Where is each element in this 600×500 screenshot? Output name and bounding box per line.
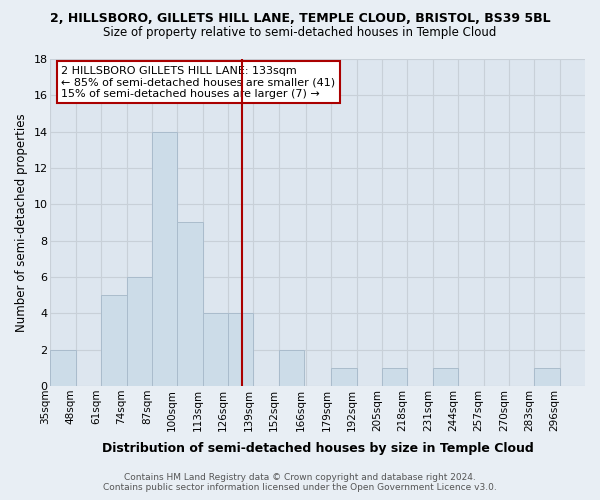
Bar [534, 368, 560, 386]
Bar [228, 314, 253, 386]
Bar [127, 277, 152, 386]
Bar [101, 295, 127, 386]
Bar [50, 350, 76, 386]
Bar [203, 314, 228, 386]
Bar [331, 368, 357, 386]
Y-axis label: Number of semi-detached properties: Number of semi-detached properties [15, 113, 28, 332]
Bar [382, 368, 407, 386]
Text: 2 HILLSBORO GILLETS HILL LANE: 133sqm
← 85% of semi-detached houses are smaller : 2 HILLSBORO GILLETS HILL LANE: 133sqm ← … [61, 66, 335, 98]
Text: Size of property relative to semi-detached houses in Temple Cloud: Size of property relative to semi-detach… [103, 26, 497, 39]
Bar [177, 222, 203, 386]
Text: 2, HILLSBORO, GILLETS HILL LANE, TEMPLE CLOUD, BRISTOL, BS39 5BL: 2, HILLSBORO, GILLETS HILL LANE, TEMPLE … [50, 12, 550, 26]
Bar [279, 350, 304, 386]
X-axis label: Distribution of semi-detached houses by size in Temple Cloud: Distribution of semi-detached houses by … [102, 442, 533, 455]
Text: Contains HM Land Registry data © Crown copyright and database right 2024.
Contai: Contains HM Land Registry data © Crown c… [103, 473, 497, 492]
Bar [433, 368, 458, 386]
Bar [152, 132, 177, 386]
